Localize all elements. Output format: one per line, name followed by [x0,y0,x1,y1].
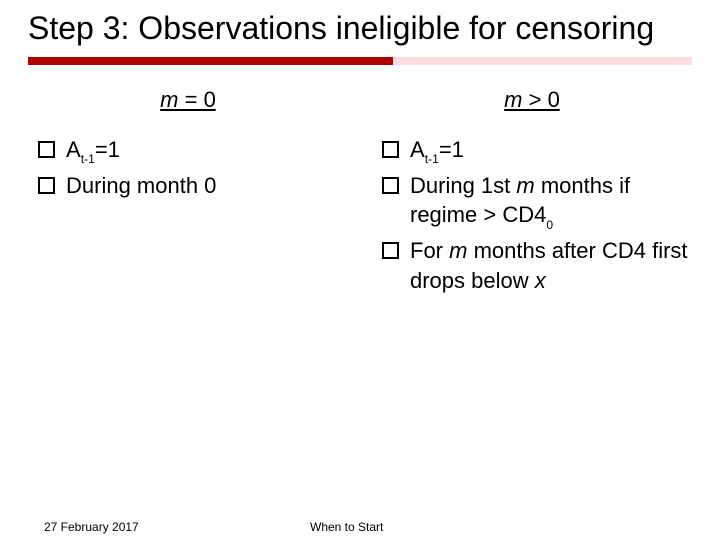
list-item: At-1=1 [380,135,692,167]
left-column: m = 0 At-1=1 During month 0 [28,87,348,299]
left-heading: m = 0 [28,87,348,113]
list-item: During 1st m months if regime > CD40 [380,171,692,232]
rule-left [28,57,393,65]
left-list: At-1=1 During month 0 [28,135,348,200]
right-heading: m > 0 [372,87,692,113]
columns: m = 0 At-1=1 During month 0 m > 0 At-1=1 D… [28,87,692,299]
title-rule [28,57,692,65]
list-item: For m months after CD4 first drops below… [380,236,692,295]
slide-title: Step 3: Observations ineligible for cens… [28,10,692,47]
right-list: At-1=1 During 1st m months if regime > CD… [372,135,692,295]
list-item: During month 0 [36,171,348,201]
footer-date: 27 February 2017 [44,520,139,534]
rule-right [393,57,692,65]
list-item: At-1=1 [36,135,348,167]
footer-title: When to Start [310,520,383,534]
right-column: m > 0 At-1=1 During 1st m months if regim… [372,87,692,299]
